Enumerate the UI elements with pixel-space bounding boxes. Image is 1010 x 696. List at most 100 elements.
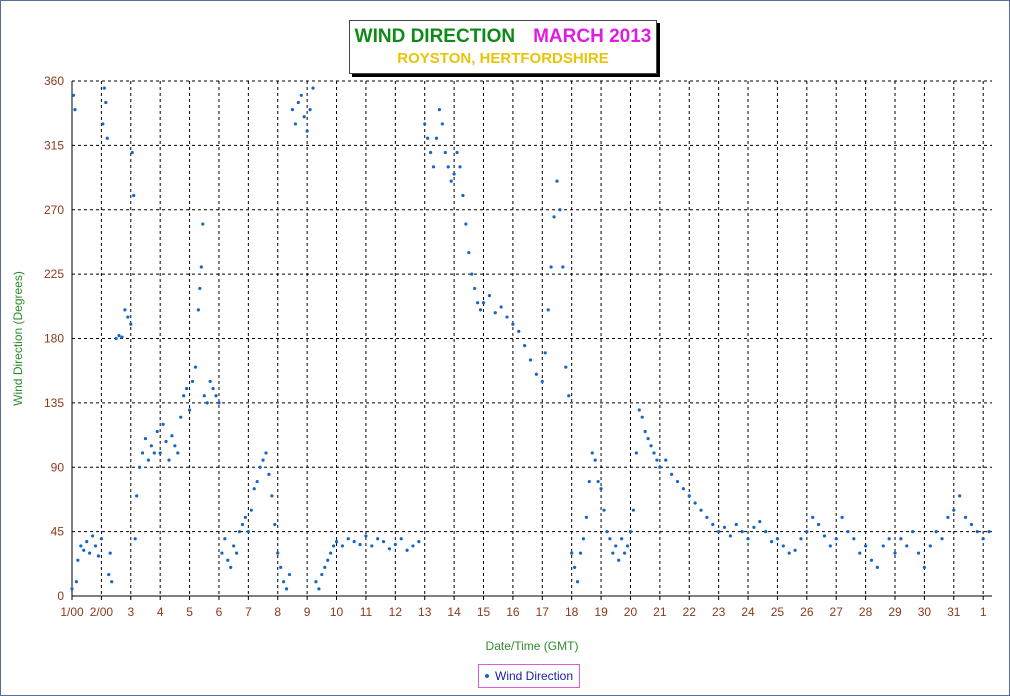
data-point (140, 451, 145, 455)
title-line-1: WIND DIRECTION MARCH 2013 (350, 26, 656, 48)
data-point (90, 534, 95, 538)
data-point (105, 136, 109, 140)
data-point (352, 540, 356, 544)
data-point (264, 451, 268, 455)
data-point (326, 558, 330, 562)
y-tick-label: 45 (51, 525, 65, 539)
data-point (246, 530, 250, 534)
data-point (893, 551, 897, 555)
data-point (499, 305, 503, 309)
chart-title-box: WIND DIRECTION MARCH 2013 ROYSTON, HERTFO… (349, 20, 657, 74)
data-point (143, 437, 148, 441)
data-point (173, 444, 177, 448)
data-point (811, 515, 815, 519)
data-point (555, 179, 559, 183)
data-point (279, 565, 283, 569)
x-tick-label: 2/00 (90, 605, 114, 619)
x-tick-label: 3 (127, 605, 134, 619)
data-point (261, 458, 265, 462)
x-tick-label: 14 (447, 605, 461, 619)
data-point (211, 386, 215, 391)
data-point (426, 136, 430, 140)
data-point (102, 86, 106, 90)
data-point (611, 551, 615, 555)
data-point (329, 551, 333, 555)
data-point (323, 565, 327, 569)
data-point (305, 129, 309, 133)
x-tick-label: 7 (245, 605, 252, 619)
y-axis-title: Wind Direction (Degrees) (11, 271, 25, 406)
data-point (652, 451, 656, 455)
data-point (114, 336, 118, 341)
data-point (201, 222, 205, 226)
data-point (620, 537, 624, 541)
data-point (117, 334, 121, 338)
data-point (705, 515, 709, 519)
x-tick-label: 12 (389, 605, 403, 619)
data-point (655, 458, 659, 462)
data-point (161, 422, 165, 426)
data-point (875, 565, 879, 569)
data-point (220, 551, 224, 555)
data-point (202, 394, 206, 398)
data-point (334, 540, 339, 544)
data-point (478, 308, 483, 312)
data-point (840, 515, 844, 519)
data-point (76, 558, 80, 562)
data-point (205, 401, 209, 405)
data-point (781, 544, 785, 548)
x-tick-label: 20 (624, 605, 638, 619)
data-point (593, 458, 597, 462)
data-point (381, 540, 386, 544)
data-point (208, 379, 212, 384)
x-tick-label: 15 (477, 605, 491, 619)
data-point (858, 551, 862, 555)
data-point (135, 494, 139, 498)
y-tick-label: 135 (44, 396, 64, 410)
data-point (311, 86, 315, 90)
data-point (481, 301, 486, 305)
data-point (130, 150, 134, 155)
data-point (846, 530, 850, 534)
data-point (570, 551, 574, 555)
x-tick-label: 16 (506, 605, 520, 619)
data-point (558, 208, 562, 212)
data-point (317, 587, 321, 591)
data-point (717, 530, 721, 534)
data-point (881, 544, 885, 548)
legend-label: Wind Direction (495, 669, 574, 683)
data-point (126, 315, 130, 319)
data-point (987, 530, 991, 534)
data-point (449, 179, 453, 183)
data-point (443, 150, 447, 155)
data-point (869, 558, 874, 562)
data-point (235, 551, 239, 555)
data-point (455, 150, 459, 155)
x-tick-label: 26 (800, 605, 814, 619)
data-point (608, 537, 612, 541)
data-point (687, 494, 691, 498)
data-point (487, 293, 491, 298)
data-point (476, 301, 480, 305)
data-point (88, 551, 92, 555)
data-point (258, 465, 262, 469)
data-point (229, 565, 233, 569)
x-axis-title: Date/Time (GMT) (486, 639, 579, 653)
data-point (740, 530, 744, 534)
data-point (452, 172, 456, 176)
data-point (614, 544, 618, 548)
data-point (596, 479, 600, 484)
data-point (133, 537, 137, 541)
data-point (358, 542, 362, 547)
chart-title: WIND DIRECTION (354, 26, 516, 47)
data-point (152, 451, 156, 455)
data-point (670, 472, 674, 477)
data-point (828, 544, 832, 548)
data-point (293, 122, 297, 126)
data-point (605, 530, 609, 534)
y-tick-label: 270 (44, 203, 64, 217)
legend: Wind Direction (478, 664, 581, 688)
data-point (308, 108, 312, 112)
data-point (364, 534, 368, 538)
data-point (138, 465, 142, 469)
